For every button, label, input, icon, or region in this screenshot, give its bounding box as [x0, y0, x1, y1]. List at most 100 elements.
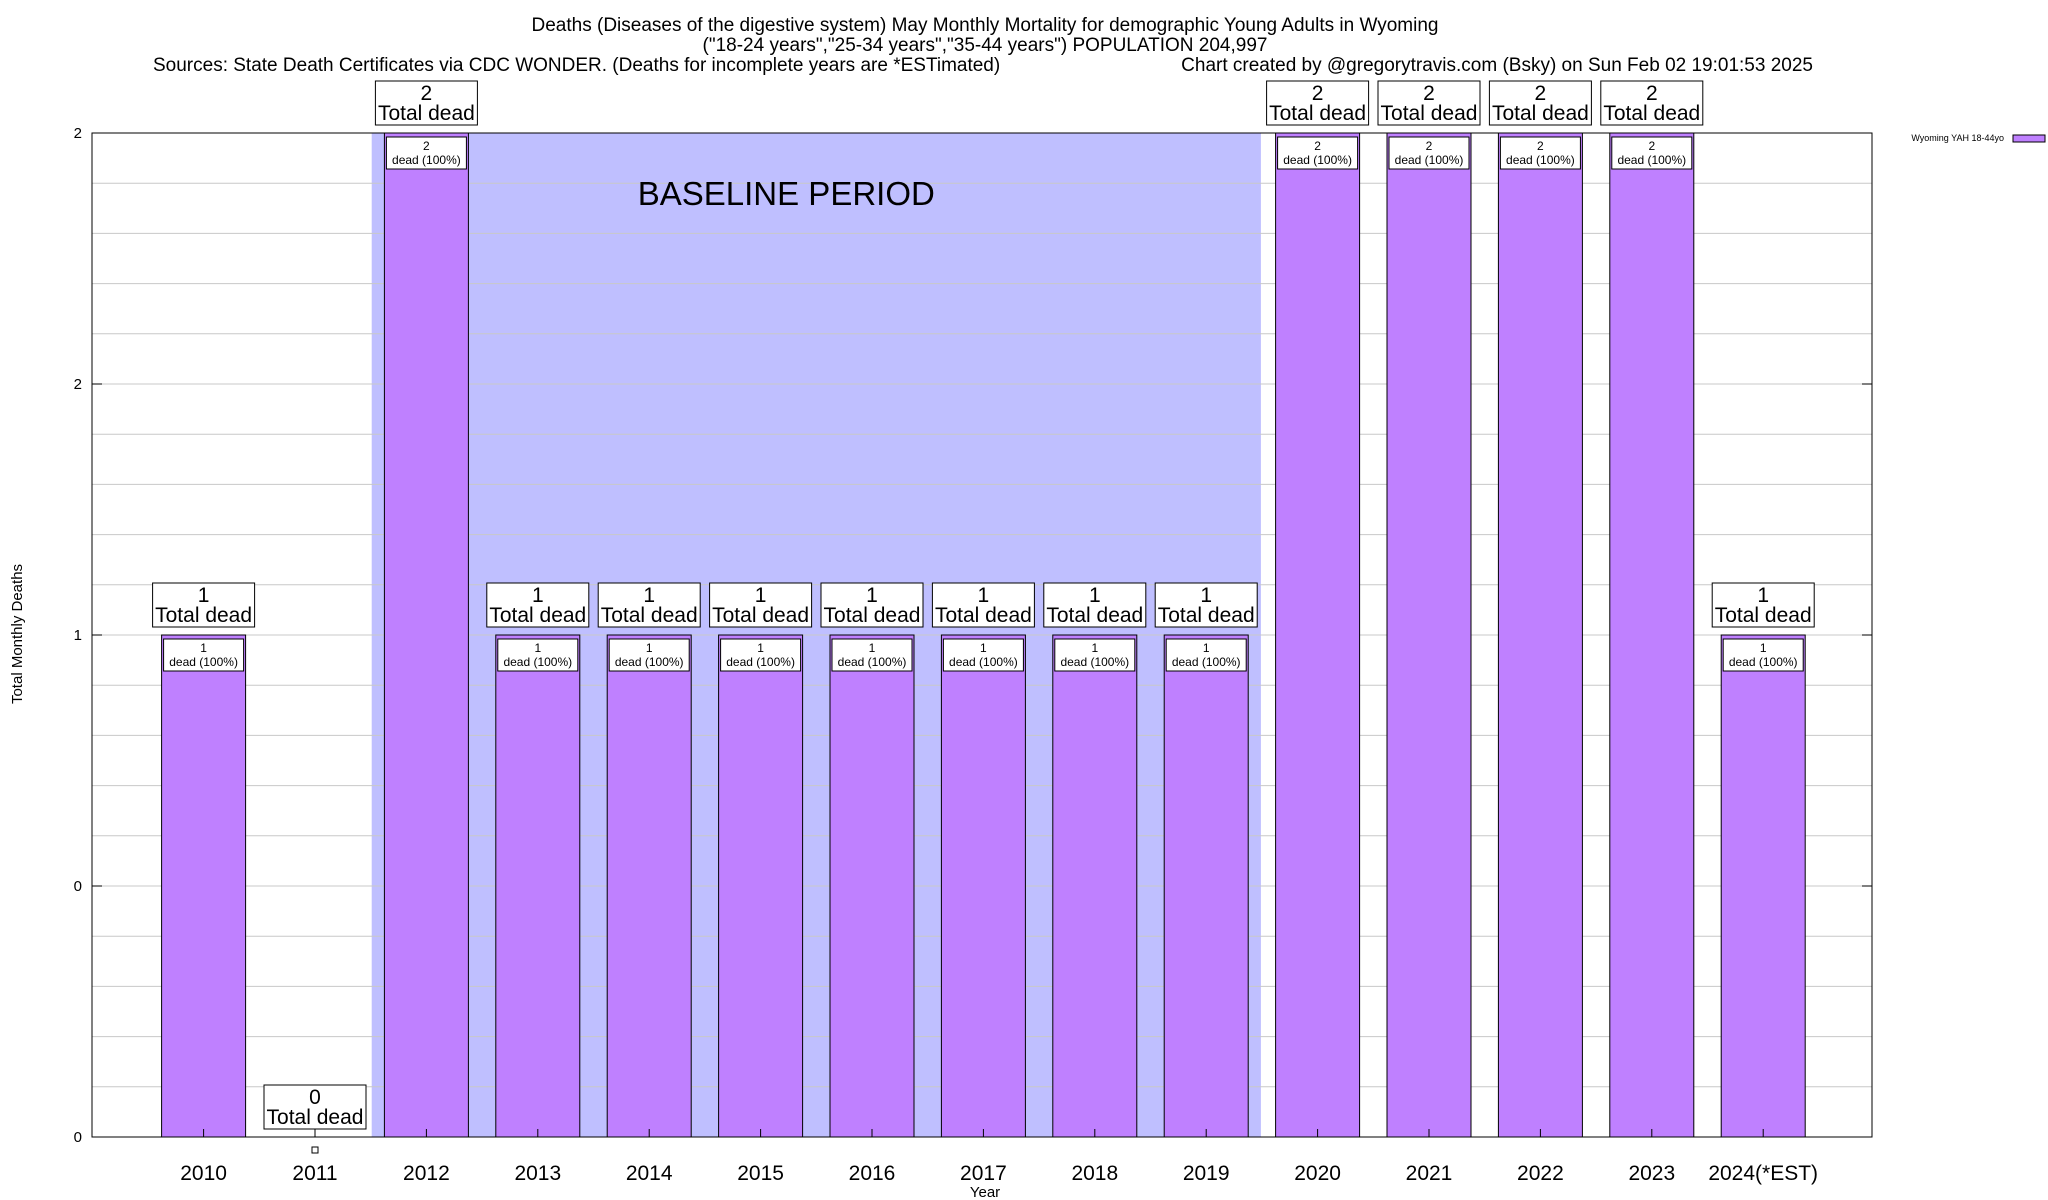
bar-inner-count: 1 — [869, 641, 876, 655]
legend-swatch — [2012, 134, 2046, 143]
x-tick-label: 2024(*EST) — [1708, 1162, 1818, 1185]
total-label-count: 2 — [1312, 82, 1324, 105]
total-label-count: 1 — [978, 584, 990, 607]
y-tick-label: 0 — [74, 878, 82, 895]
bar-inner-percent: dead (100%) — [169, 655, 238, 669]
bar — [1052, 634, 1138, 1138]
zero-marker — [311, 1146, 319, 1154]
total-label-count: 2 — [1423, 82, 1435, 105]
baseline-label: BASELINE PERIOD — [638, 175, 935, 212]
bar — [718, 634, 804, 1138]
bar-inner-percent: dead (100%) — [838, 655, 907, 669]
y-tick-label: 0 — [74, 1129, 82, 1146]
total-label-count: 1 — [532, 584, 544, 607]
bar-inner-count: 2 — [1314, 139, 1321, 153]
x-tick-label: 2012 — [403, 1162, 450, 1185]
total-label-text: Total dead — [489, 604, 586, 627]
total-label-box — [1377, 80, 1481, 126]
total-label-box — [1711, 582, 1815, 628]
bar-inner-label-box — [1165, 638, 1247, 672]
bar-inner-count: 1 — [1203, 641, 1210, 655]
total-label-count: 2 — [421, 82, 433, 105]
bar-inner-label-box — [1611, 136, 1693, 170]
total-label-text: Total dead — [378, 102, 475, 125]
x-tick-label: 2020 — [1294, 1162, 1341, 1185]
total-label-box — [374, 80, 478, 126]
total-label-text: Total dead — [935, 604, 1032, 627]
total-label-count: 1 — [1200, 584, 1212, 607]
total-label-box — [931, 582, 1035, 628]
bar — [1163, 634, 1249, 1138]
bar — [1386, 132, 1472, 1138]
bar — [829, 634, 915, 1138]
total-label-box — [709, 582, 813, 628]
x-tick-label: 2011 — [292, 1162, 337, 1185]
total-label-text: Total dead — [155, 604, 252, 627]
total-label-count: 2 — [1646, 82, 1658, 105]
total-label-box — [1043, 582, 1147, 628]
bar-inner-percent: dead (100%) — [1283, 153, 1352, 167]
total-label-text: Total dead — [1046, 604, 1143, 627]
bar — [940, 634, 1026, 1138]
total-label-box — [820, 582, 924, 628]
y-tick-label: 2 — [74, 125, 82, 142]
total-label-box — [1488, 80, 1592, 126]
x-tick-label: 2016 — [849, 1162, 896, 1185]
x-tick-label: 2013 — [514, 1162, 561, 1185]
total-label-text: Total dead — [824, 604, 921, 627]
x-tick-label: 2015 — [737, 1162, 784, 1185]
total-label-text: Total dead — [267, 1106, 364, 1129]
total-label-box — [1600, 80, 1704, 126]
bar-inner-label-box — [1722, 638, 1804, 672]
x-axis-title: Year — [970, 1184, 1000, 1200]
total-label-count: 1 — [755, 584, 767, 607]
total-label-text: Total dead — [1158, 604, 1255, 627]
bar-inner-percent: dead (100%) — [615, 655, 684, 669]
bar-inner-label-box — [497, 638, 579, 672]
total-label-box — [486, 582, 590, 628]
bar — [606, 634, 692, 1138]
x-tick-label: 2023 — [1628, 1162, 1675, 1185]
bar-inner-count: 2 — [423, 139, 430, 153]
bar-inner-count: 1 — [1760, 641, 1767, 655]
y-tick-label: 2 — [74, 376, 82, 393]
x-tick-label: 2021 — [1406, 1162, 1453, 1185]
bar — [1609, 132, 1695, 1138]
bar-inner-percent: dead (100%) — [1060, 655, 1129, 669]
total-label-text: Total dead — [1603, 102, 1700, 125]
bar-inner-count: 1 — [1091, 641, 1098, 655]
bar — [161, 634, 247, 1138]
bar-inner-percent: dead (100%) — [1506, 153, 1575, 167]
x-tick-label: 2019 — [1183, 1162, 1230, 1185]
total-label-text: Total dead — [601, 604, 698, 627]
chart-credit: Chart created by @gregorytravis.com (Bsk… — [1181, 55, 1813, 76]
total-label-text: Total dead — [1492, 102, 1589, 125]
bar — [1720, 634, 1806, 1138]
total-label-box — [1266, 80, 1370, 126]
chart-subtitle: ("18-24 years","25-34 years","35-44 year… — [703, 35, 1268, 56]
bar-inner-label-box — [608, 638, 690, 672]
total-label-box — [597, 582, 701, 628]
total-label-count: 1 — [1757, 584, 1769, 607]
bar-inner-percent: dead (100%) — [1395, 153, 1464, 167]
total-label-text: Total dead — [712, 604, 809, 627]
bar-inner-percent: dead (100%) — [503, 655, 572, 669]
bar-inner-label-box — [831, 638, 913, 672]
bar-inner-label-box — [720, 638, 802, 672]
x-tick-label: 2017 — [960, 1162, 1007, 1185]
x-tick-label: 2010 — [180, 1162, 227, 1185]
bar-inner-count: 1 — [646, 641, 653, 655]
bar-inner-label-box — [163, 638, 245, 672]
bar — [383, 132, 469, 1138]
bar-inner-count: 1 — [200, 641, 207, 655]
bar-inner-count: 2 — [1648, 139, 1655, 153]
bar-inner-percent: dead (100%) — [1617, 153, 1686, 167]
bar-inner-percent: dead (100%) — [1729, 655, 1798, 669]
bar — [495, 634, 581, 1138]
bar-inner-count: 1 — [757, 641, 764, 655]
bar-inner-percent: dead (100%) — [392, 153, 461, 167]
total-label-count: 1 — [198, 584, 210, 607]
chart-sources: Sources: State Death Certificates via CD… — [153, 55, 1000, 76]
x-tick-label: 2014 — [626, 1162, 673, 1185]
